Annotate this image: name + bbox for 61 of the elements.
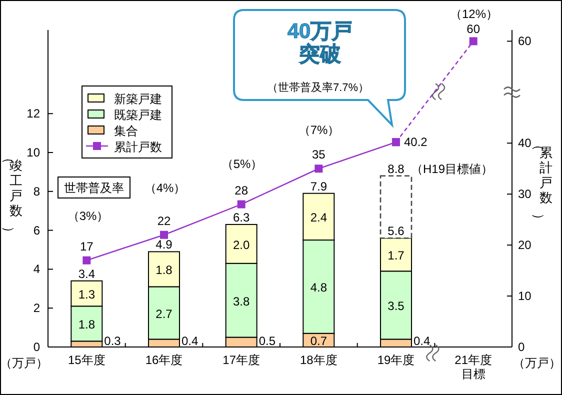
x-tick-label: 17年度: [222, 353, 260, 367]
annotation: （3%）: [67, 209, 109, 223]
y-tick-label: 0: [33, 340, 40, 354]
data-label: 1.7: [388, 248, 405, 263]
legend-label: 集合: [114, 124, 138, 138]
data-label: 2.0: [232, 238, 250, 252]
legend-label: 既築戸建: [114, 108, 162, 122]
text: （12%）: [450, 7, 498, 21]
data-label: 0.4: [182, 334, 199, 348]
y2-tick-label: 60: [518, 34, 532, 48]
data-label: 17: [80, 239, 94, 254]
annotation: （5%）: [221, 157, 263, 171]
annotation: 世帯普及率: [64, 181, 124, 195]
data-label: 2.4: [310, 210, 328, 225]
x-tick-label: 21年度目標: [454, 353, 492, 381]
y2-tick-label: 10: [518, 289, 532, 304]
data-label: 60: [466, 22, 480, 36]
data-label: 22: [157, 214, 171, 228]
x-tick-label: 16年度: [145, 353, 183, 367]
y-tick-label: 10: [26, 146, 40, 160]
total-label: 3.4: [78, 266, 96, 281]
data-label: 3.8: [232, 294, 250, 308]
text: （万戸）: [513, 356, 561, 370]
data-label: 0.3: [104, 334, 122, 348]
data-label: 35: [312, 148, 326, 162]
total-label: 6.3: [232, 210, 250, 224]
total-label: 4.9: [156, 238, 173, 252]
y-tick-label: 2: [33, 301, 40, 316]
y-tick-label: 8: [33, 184, 40, 198]
y2-tick-label: 20: [518, 238, 532, 252]
data-label: 4.8: [310, 280, 328, 295]
x-tick-label: 18年度: [300, 353, 338, 367]
y-tick-label: 4: [33, 262, 40, 276]
y2-tick-label: 40: [518, 136, 532, 150]
total-label: 7.9: [310, 179, 328, 194]
total-label: 8.8: [388, 162, 405, 176]
x-tick-label: 15年度: [68, 353, 106, 367]
annotation: （4%）: [144, 181, 186, 195]
data-label: 2.7: [156, 306, 173, 321]
annotation: （世帯普及率7.7%）: [266, 81, 370, 94]
x-tick-label: 19年度: [377, 353, 415, 367]
data-label: 0.4: [414, 334, 431, 348]
text: （万戸）: [0, 356, 48, 370]
data-label: 28: [234, 183, 248, 198]
y2-tick-label: 0: [518, 340, 525, 354]
data-label: 0.7: [310, 334, 328, 348]
data-label: 0.5: [258, 334, 276, 348]
data-label: 1.3: [78, 288, 96, 302]
annotation: （7%）: [298, 123, 340, 137]
annotation: 40万戸突破: [287, 20, 353, 66]
data-label: 3.5: [388, 299, 405, 314]
annotation: （H19目標値）: [411, 162, 494, 176]
data-label: 1.8: [156, 263, 173, 278]
annotation: 5.6: [388, 224, 405, 238]
legend-label: 新築戸建: [114, 92, 162, 106]
y2-tick-label: 30: [518, 187, 532, 202]
data-label: 1.8: [78, 318, 96, 332]
data-label: 40.2: [404, 135, 428, 150]
y-tick-label: 12: [26, 106, 40, 121]
y-tick-label: 6: [33, 223, 40, 238]
legend-label: 累計戸数: [114, 140, 162, 154]
